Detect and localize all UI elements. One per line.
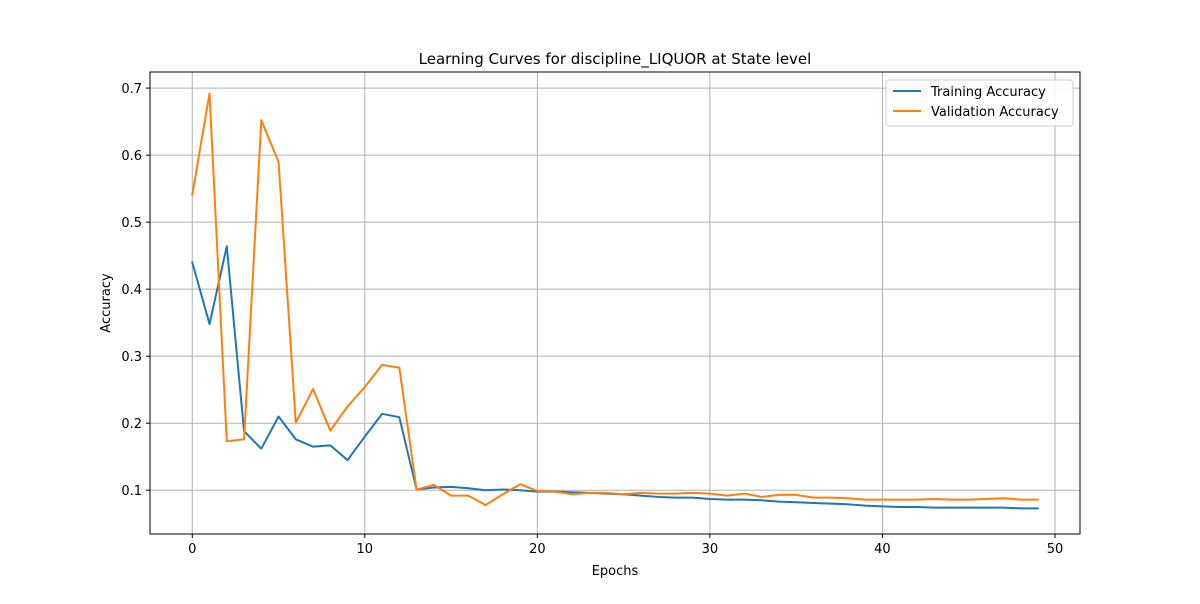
y-axis-label: Accuracy — [99, 273, 114, 333]
x-tick-label: 20 — [529, 542, 546, 557]
legend-box — [885, 79, 1074, 127]
plot-area-frame — [149, 71, 1081, 535]
y-tick-label: 0.5 — [121, 216, 142, 231]
legend-label-validation: Validation Accuracy — [931, 105, 1059, 120]
x-tick-label: 50 — [1047, 542, 1064, 557]
x-tick-label: 0 — [188, 542, 196, 557]
legend: Training Accuracy Validation Accuracy — [885, 79, 1074, 127]
y-axis-ticks: 0.1 0.2 0.3 0.4 0.5 0.6 0.7 — [121, 82, 150, 499]
x-tick-label: 30 — [702, 542, 719, 557]
y-tick-label: 0.1 — [121, 484, 142, 499]
x-axis-ticks: 0 10 20 30 40 50 — [188, 534, 1063, 557]
legend-label-training: Training Accuracy — [930, 85, 1046, 100]
chart-title: Learning Curves for discipline_LIQUOR at… — [419, 50, 812, 69]
x-axis-label: Epochs — [592, 564, 639, 579]
series-lines — [191, 92, 1039, 510]
grid-lines — [150, 72, 1080, 534]
series-line-validation — [191, 92, 1039, 506]
y-tick-label: 0.2 — [121, 417, 142, 432]
y-tick-label: 0.7 — [121, 82, 142, 97]
x-tick-label: 10 — [357, 542, 374, 557]
y-tick-label: 0.6 — [121, 149, 142, 164]
y-tick-label: 0.3 — [121, 350, 142, 365]
y-tick-label: 0.4 — [121, 283, 142, 298]
x-tick-label: 40 — [874, 542, 891, 557]
